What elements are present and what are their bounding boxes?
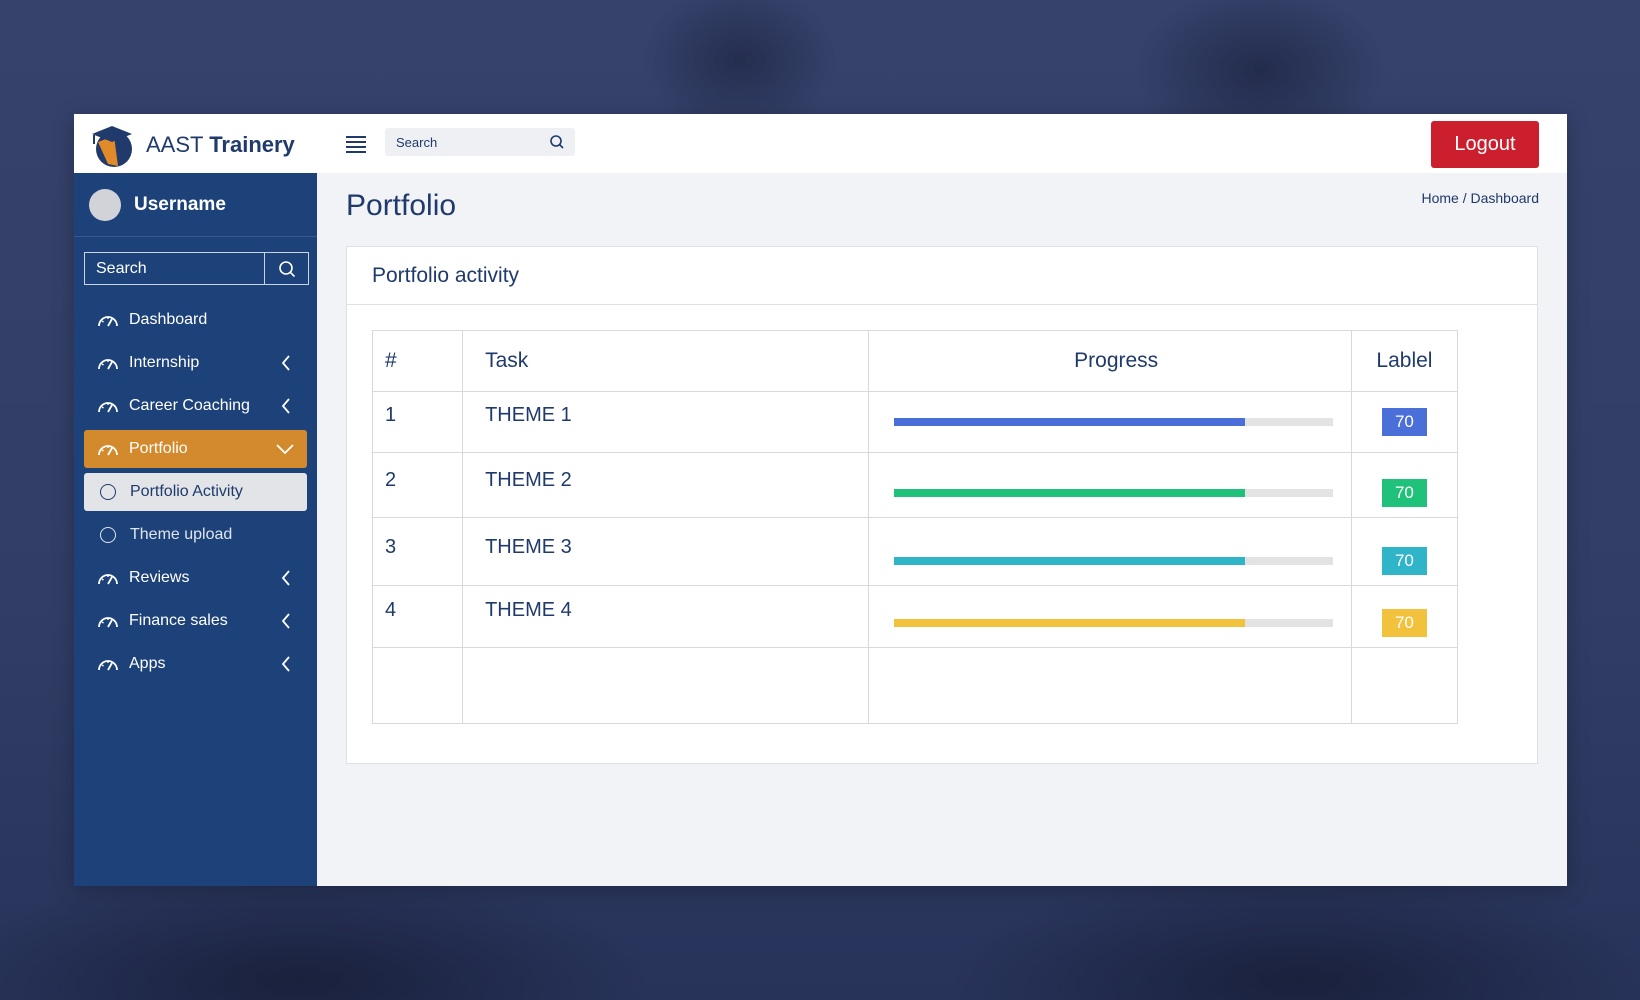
progress-bar (894, 489, 1333, 497)
row-label-cell: 70 (1350, 391, 1459, 453)
brand-name-light: AAST (146, 132, 204, 157)
label-badge: 70 (1381, 609, 1427, 637)
column-header-progress: Progress (868, 330, 1352, 392)
portfolio-activity-card: Portfolio activity # Task Progress Lable… (346, 246, 1538, 764)
row-progress (868, 517, 1352, 586)
row-task: THEME 4 (462, 585, 870, 648)
speedometer-icon (98, 316, 118, 327)
progress-bar (894, 556, 1333, 565)
table-row[interactable]: 3 THEME 3 70 (371, 517, 1459, 586)
hamburger-menu-icon[interactable] (346, 136, 366, 153)
progress-bar-fill (894, 556, 1246, 565)
speedometer-icon (98, 574, 118, 585)
sidebar-item-label: Dashboard (129, 311, 208, 328)
label-badge: 70 (1381, 408, 1427, 436)
card-title: Portfolio activity (347, 247, 1537, 305)
row-task: THEME 2 (462, 452, 870, 518)
user-panel: Username (74, 173, 317, 237)
speedometer-icon (98, 402, 118, 413)
progress-bar-fill (894, 489, 1246, 497)
sidebar-subitem-portfolio-activity[interactable]: Portfolio Activity (84, 473, 307, 511)
label-badge: 70 (1381, 479, 1427, 507)
chevron-left-icon (281, 398, 290, 414)
table-row[interactable]: 4 THEME 4 70 (371, 585, 1459, 648)
progress-bar-fill (894, 619, 1246, 627)
row-number: 4 (371, 585, 464, 648)
main-content: Portfolio Home / Dashboard Portfolio act… (317, 173, 1567, 886)
search-icon (278, 260, 295, 277)
sidebar-item-internship[interactable]: Internship (84, 344, 307, 382)
table-header-row: # Task Progress Lablel (371, 330, 1459, 392)
top-bar: AAST Trainery Logout (74, 114, 1567, 173)
sidebar-item-label: Portfolio (129, 440, 188, 457)
page-title: Portfolio (346, 189, 457, 222)
top-search-input[interactable] (385, 128, 535, 156)
search-icon[interactable] (549, 134, 565, 150)
sidebar-item-label: Apps (129, 655, 166, 672)
chevron-down-icon (276, 444, 294, 455)
sidebar-item-label: Finance sales (129, 612, 228, 629)
portfolio-table: # Task Progress Lablel 1 THEME 1 70 2 (371, 330, 1459, 724)
row-label-cell: 70 (1350, 517, 1459, 586)
sidebar-search-button[interactable] (265, 253, 308, 284)
sidebar-subitem-theme-upload[interactable]: Theme upload (84, 516, 307, 554)
brand[interactable]: AAST Trainery (88, 122, 295, 168)
breadcrumb[interactable]: Home / Dashboard (1421, 190, 1539, 206)
username: Username (134, 193, 226, 215)
chevron-left-icon (281, 656, 290, 672)
column-header-label: Lablel (1350, 330, 1459, 392)
sidebar-item-label: Portfolio Activity (130, 483, 243, 500)
table-row[interactable]: 2 THEME 2 70 (371, 452, 1459, 518)
row-task: THEME 1 (462, 391, 870, 453)
sidebar: Username Dashboard Internship (74, 173, 317, 886)
column-header-number: # (371, 330, 464, 392)
row-number: 2 (371, 452, 464, 518)
sidebar-search (84, 252, 309, 285)
speedometer-icon (98, 445, 118, 456)
avatar[interactable] (89, 188, 121, 221)
progress-bar (894, 619, 1333, 627)
row-progress (868, 391, 1352, 453)
brand-name: AAST Trainery (146, 132, 295, 158)
sidebar-menu: Dashboard Internship Career Coaching Por… (84, 301, 307, 688)
row-label-cell: 70 (1350, 585, 1459, 648)
circle-icon (100, 527, 116, 543)
row-number: 1 (371, 391, 464, 453)
sidebar-item-dashboard[interactable]: Dashboard (84, 301, 307, 339)
sidebar-item-label: Internship (129, 354, 200, 371)
circle-icon (100, 484, 116, 500)
sidebar-search-input[interactable] (85, 253, 265, 284)
column-header-task: Task (462, 330, 870, 392)
sidebar-item-label: Theme upload (130, 526, 233, 543)
row-progress (868, 585, 1352, 648)
label-badge: 70 (1381, 546, 1427, 575)
sidebar-item-label: Career Coaching (129, 397, 250, 414)
app-window: AAST Trainery Logout Username (74, 114, 1567, 886)
graduation-cap-logo-icon (92, 126, 132, 167)
row-label-cell: 70 (1350, 452, 1459, 518)
speedometer-icon (98, 660, 118, 671)
sidebar-item-finance-sales[interactable]: Finance sales (84, 602, 307, 640)
table-row-empty (371, 647, 1459, 724)
speedometer-icon (98, 617, 118, 628)
speedometer-icon (98, 359, 118, 370)
row-progress (868, 452, 1352, 518)
sidebar-item-career-coaching[interactable]: Career Coaching (84, 387, 307, 425)
table-row[interactable]: 1 THEME 1 70 (371, 391, 1459, 453)
sidebar-item-portfolio[interactable]: Portfolio (84, 430, 307, 468)
logout-button[interactable]: Logout (1431, 121, 1539, 168)
progress-bar-fill (894, 418, 1246, 426)
brand-name-bold: Trainery (209, 132, 295, 157)
row-number: 3 (371, 517, 464, 586)
sidebar-item-reviews[interactable]: Reviews (84, 559, 307, 597)
row-task: THEME 3 (462, 517, 870, 586)
chevron-left-icon (281, 570, 290, 586)
sidebar-item-label: Reviews (129, 569, 190, 586)
chevron-left-icon (281, 355, 290, 371)
progress-bar (894, 418, 1333, 426)
chevron-left-icon (281, 613, 290, 629)
sidebar-item-apps[interactable]: Apps (84, 645, 307, 683)
top-search (385, 128, 575, 156)
